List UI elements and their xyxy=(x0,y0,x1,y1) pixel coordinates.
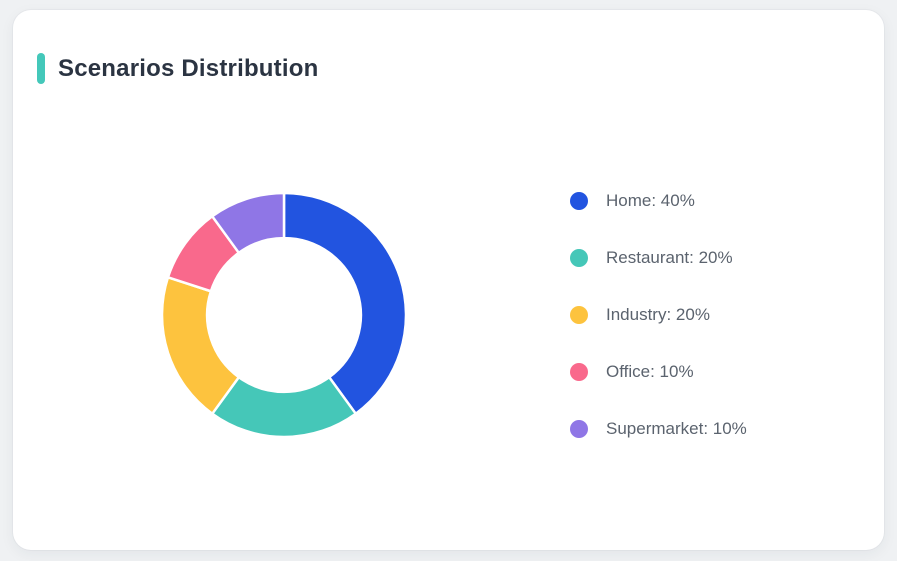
legend-label: Restaurant: 20% xyxy=(606,248,733,267)
page-title: Scenarios Distribution xyxy=(58,54,319,82)
donut-slice-industry[interactable] xyxy=(161,276,241,415)
chart-legend: Home: 40% Restaurant: 20% Industry: 20% Off… xyxy=(570,191,747,438)
legend-label: Office: 10% xyxy=(606,362,694,381)
legend-item-home[interactable]: Home: 40% xyxy=(570,191,747,210)
donut-chart-svg xyxy=(161,192,407,438)
donut-slice-supermarket[interactable] xyxy=(211,192,286,255)
legend-dot-supermarket xyxy=(570,420,588,438)
scenarios-distribution-card: Scenarios Distribution Home: 40% Restaura… xyxy=(13,10,884,550)
legend-item-office[interactable]: Office: 10% xyxy=(570,362,747,381)
legend-item-restaurant[interactable]: Restaurant: 20% xyxy=(570,248,747,267)
legend-label: Industry: 20% xyxy=(606,305,710,324)
legend-label: Home: 40% xyxy=(606,191,695,210)
donut-slice-home[interactable] xyxy=(282,192,407,415)
card-header: Scenarios Distribution xyxy=(37,53,318,84)
donut-chart xyxy=(161,192,407,438)
legend-item-industry[interactable]: Industry: 20% xyxy=(570,305,747,324)
title-accent-bar xyxy=(37,53,45,84)
legend-dot-industry xyxy=(570,306,588,324)
legend-label: Supermarket: 10% xyxy=(606,419,747,438)
legend-item-supermarket[interactable]: Supermarket: 10% xyxy=(570,419,747,438)
legend-dot-restaurant xyxy=(570,249,588,267)
legend-dot-office xyxy=(570,363,588,381)
legend-dot-home xyxy=(570,192,588,210)
